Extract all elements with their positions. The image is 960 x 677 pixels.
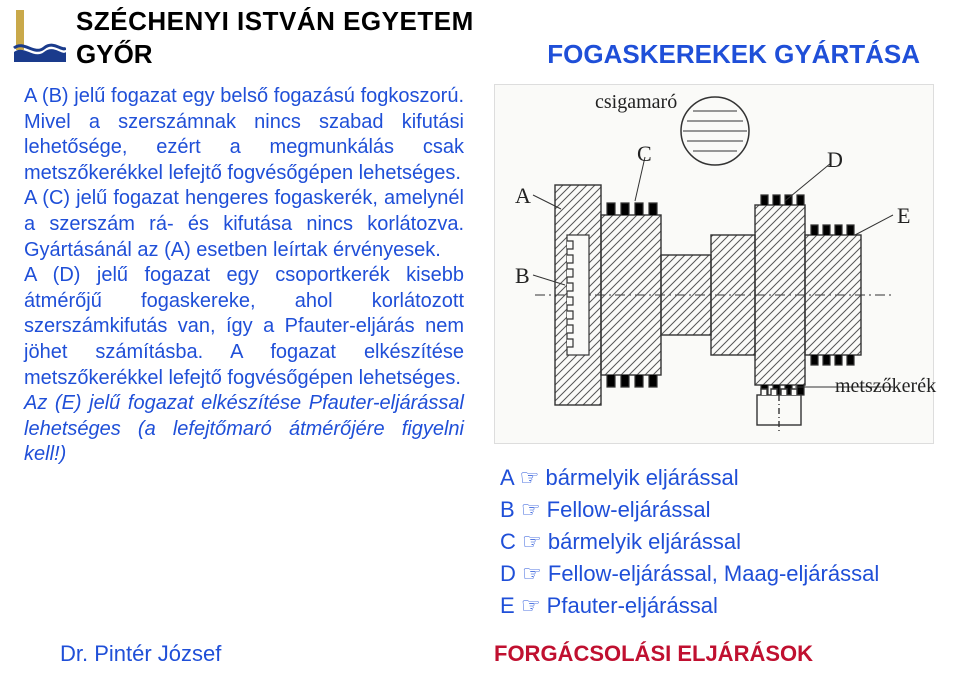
legend-val: bármelyik eljárással [545, 465, 738, 490]
author-name: Dr. Pintér József [24, 641, 464, 667]
header: SZÉCHENYI ISTVÁN EGYETEM GYŐR FOGASKEREK… [0, 0, 960, 70]
paragraph-c: A (C) jelű fogazat hengeres fogaskerék, … [24, 186, 464, 263]
diagram-label-metszokerek: metszőkerék [835, 375, 936, 398]
diagram-label-c: C [637, 141, 652, 167]
university-name: SZÉCHENYI ISTVÁN EGYETEM [76, 6, 960, 37]
course-title: FORGÁCSOLÁSI ELJÁRÁSOK [464, 641, 936, 667]
legend-key: D [500, 561, 516, 586]
legend-row-c: C ☞ bármelyik eljárással [500, 526, 936, 558]
diagram-label-e: E [897, 203, 910, 229]
hand-icon: ☞ [522, 561, 542, 586]
legend: A ☞ bármelyik eljárással B ☞ Fellow-eljá… [494, 462, 936, 621]
paragraph-b: A (B) jelű fogazat egy belső fogazású fo… [24, 84, 464, 186]
diagram-label-b: B [515, 263, 530, 289]
legend-val: Fellow-eljárással [547, 497, 711, 522]
body-text: A (B) jelű fogazat egy belső fogazású fo… [24, 84, 464, 621]
content: A (B) jelű fogazat egy belső fogazású fo… [0, 70, 960, 621]
diagram-label-a: A [515, 183, 531, 209]
header-text: SZÉCHENYI ISTVÁN EGYETEM GYŐR FOGASKEREK… [76, 6, 960, 70]
legend-row-a: A ☞ bármelyik eljárással [500, 462, 936, 494]
hand-icon: ☞ [520, 465, 540, 490]
legend-key: C [500, 529, 516, 554]
hand-icon: ☞ [521, 497, 541, 522]
legend-row-b: B ☞ Fellow-eljárással [500, 494, 936, 526]
footer: Dr. Pintér József FORGÁCSOLÁSI ELJÁRÁSOK [0, 641, 960, 667]
university-logo [10, 6, 66, 62]
diagram-label-csigamaro: csigamaró [595, 91, 677, 114]
technical-diagram: csigamaró A B C D E metszőkerék [494, 84, 934, 444]
paragraph-d: A (D) jelű fogazat egy csoportkerék kise… [24, 263, 464, 391]
hand-icon: ☞ [521, 593, 541, 618]
legend-val: Fellow-eljárással, Maag-eljárással [548, 561, 879, 586]
diagram-label-d: D [827, 147, 843, 173]
legend-row-d: D ☞ Fellow-eljárással, Maag-eljárással [500, 558, 936, 590]
right-column: csigamaró A B C D E metszőkerék A ☞ bárm… [464, 84, 936, 621]
legend-key: B [500, 497, 515, 522]
legend-key: A [500, 465, 513, 490]
legend-key: E [500, 593, 515, 618]
topic-title: FOGASKEREKEK GYÁRTÁSA [547, 39, 920, 70]
legend-row-e: E ☞ Pfauter-eljárással [500, 590, 936, 622]
legend-val: bármelyik eljárással [548, 529, 741, 554]
legend-val: Pfauter-eljárással [547, 593, 718, 618]
paragraph-e: Az (E) jelű fogazat elkészítése Pfauter-… [24, 391, 464, 468]
hand-icon: ☞ [522, 529, 542, 554]
city-name: GYŐR [76, 39, 153, 70]
